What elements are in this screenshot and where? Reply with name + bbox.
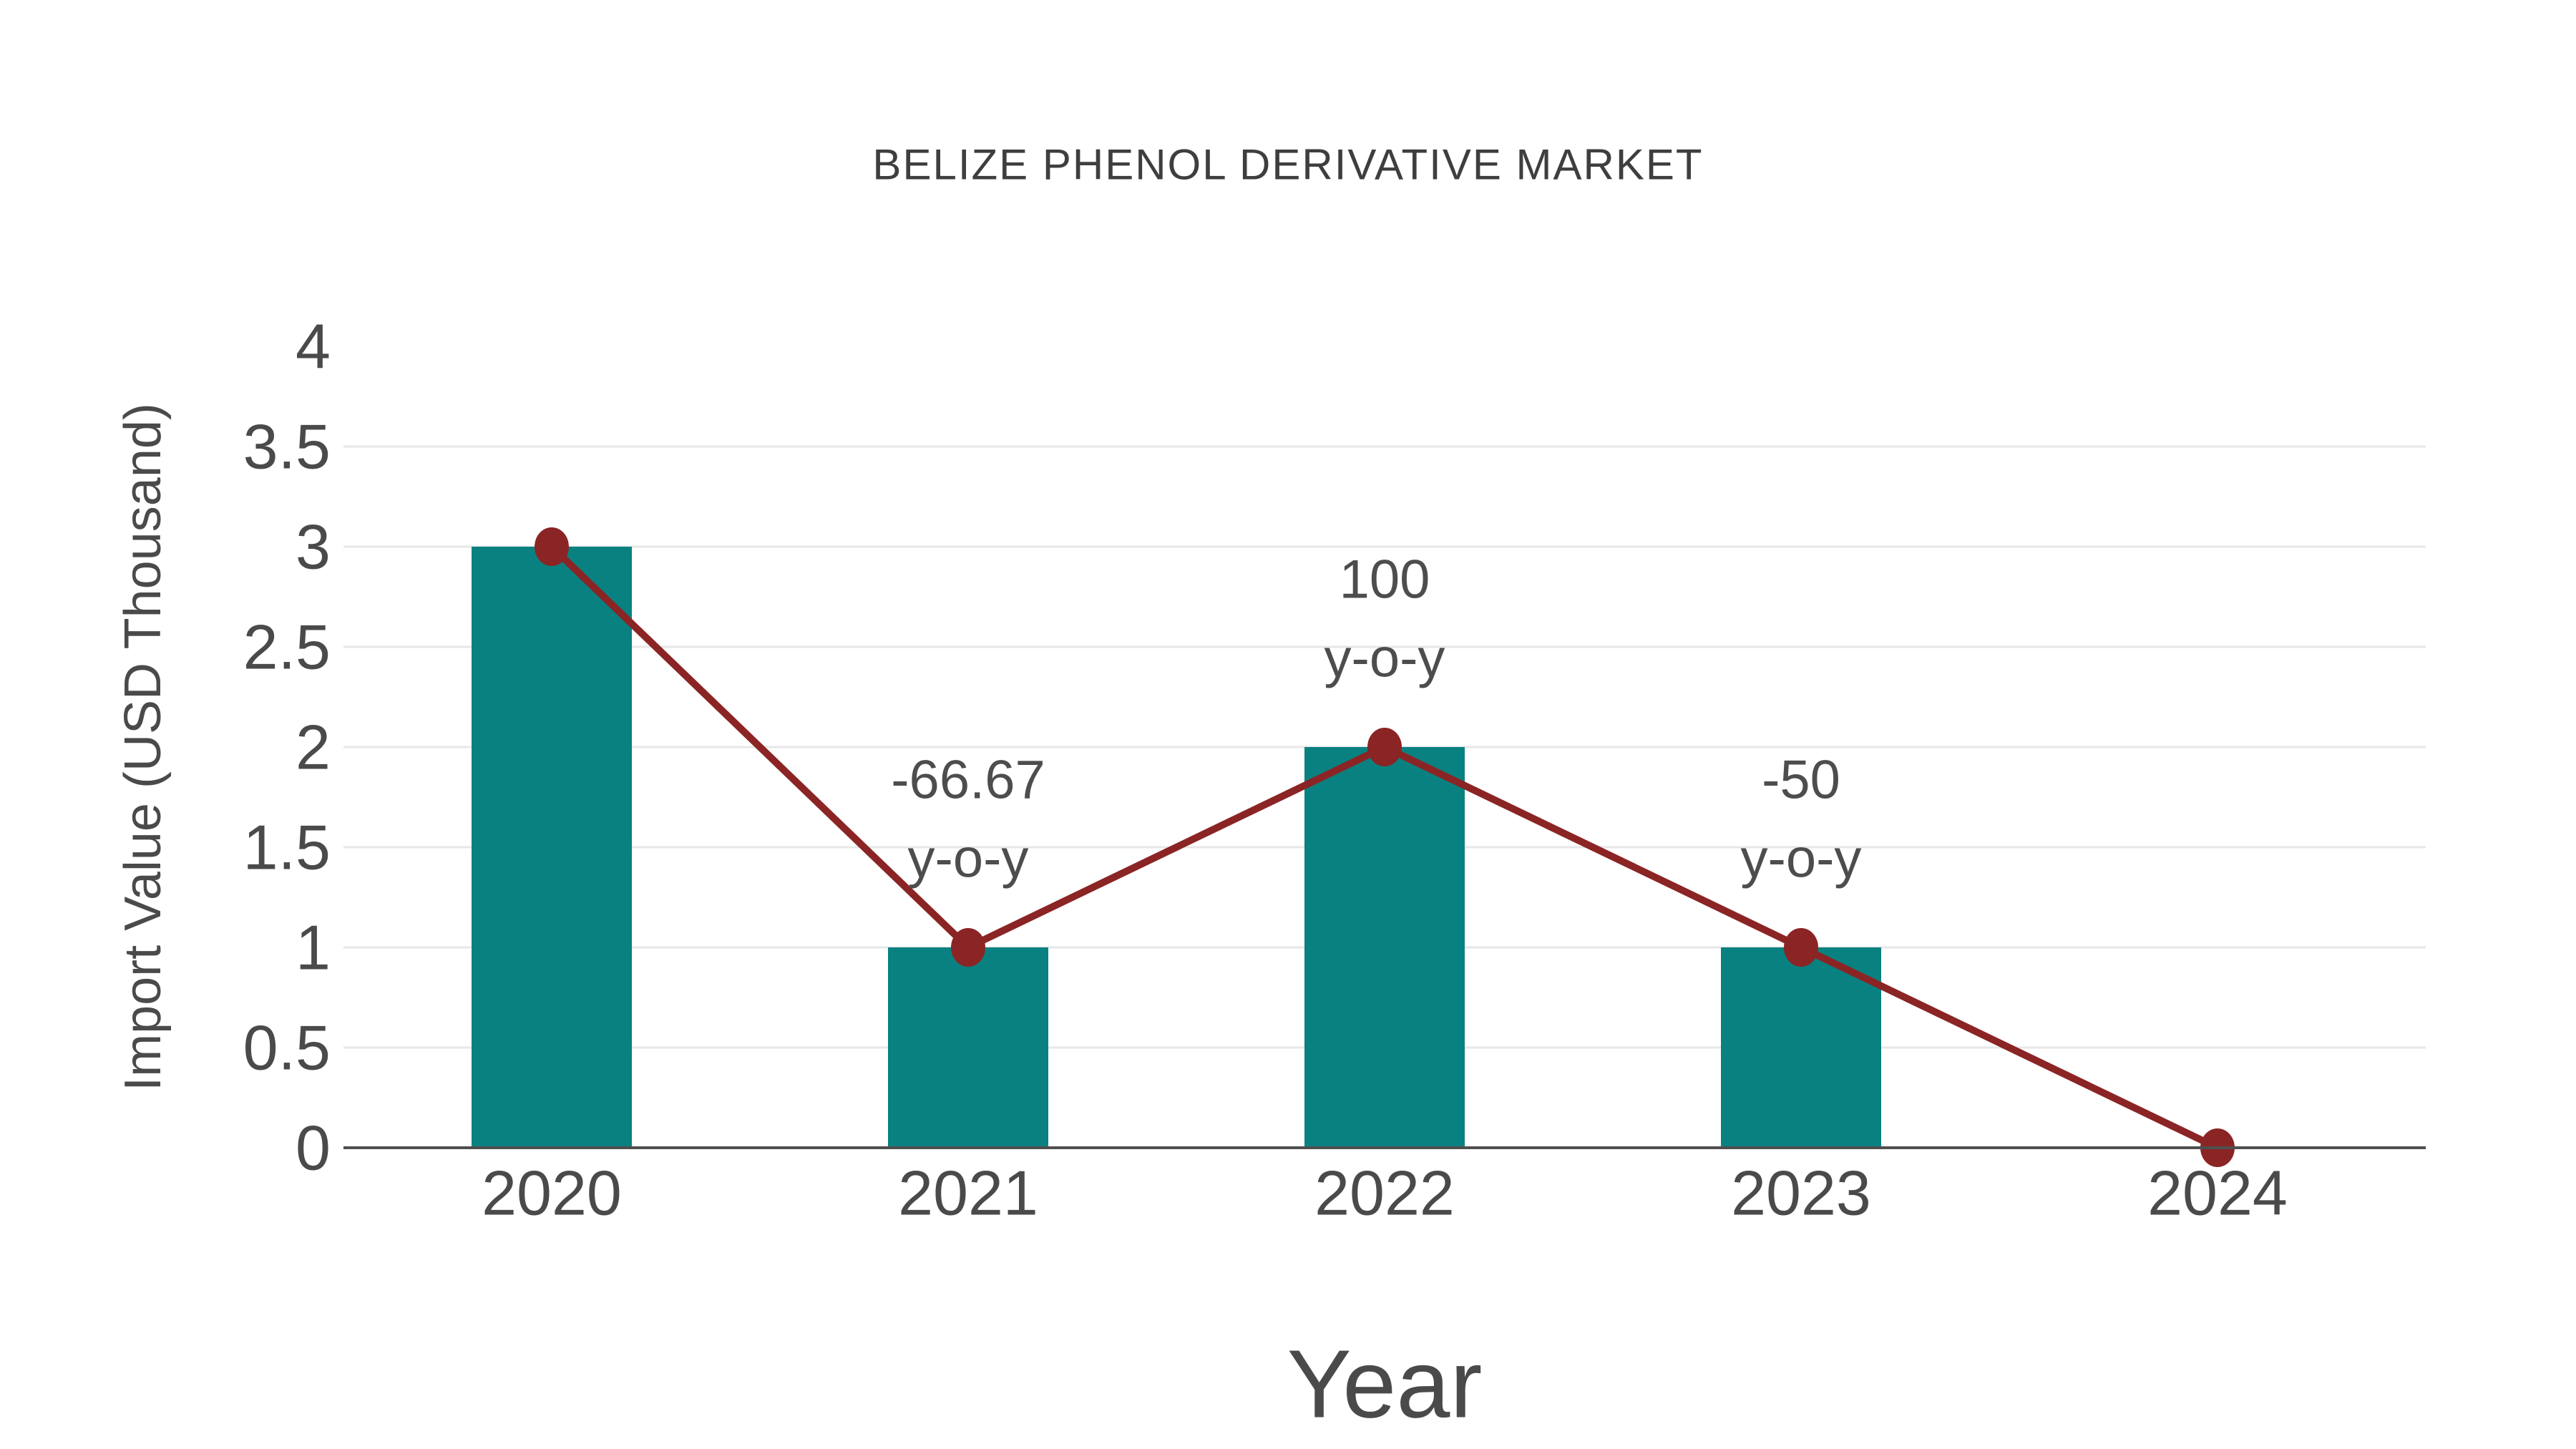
x-tick-label-2022: 2022: [1314, 1158, 1455, 1229]
bar-series: [472, 547, 1881, 1148]
x-tick-label-2020: 2020: [482, 1158, 622, 1229]
x-axis-tick-labels: 2020 2021 2022 2023 2024: [482, 1158, 2288, 1229]
y-tick-label: 2.5: [243, 612, 331, 683]
annotation-yoy-2023: y-o-y: [1741, 829, 1862, 889]
x-tick-label-2023: 2023: [1731, 1158, 1871, 1229]
line-marker-2023: [1784, 928, 1818, 967]
bar-2020: [472, 547, 632, 1148]
annotation-yoy-2022: y-o-y: [1324, 628, 1445, 689]
bar-2023: [1721, 947, 1881, 1148]
annotation-value-2021: -66.67: [891, 750, 1045, 811]
annotation-yoy-2021: y-o-y: [908, 829, 1029, 889]
y-tick-label: 2: [296, 712, 331, 783]
x-axis-title: Year: [1287, 1330, 1483, 1438]
x-tick-label-2024: 2024: [2147, 1158, 2288, 1229]
y-tick-label: 1.5: [243, 812, 331, 883]
chart-title: BELIZE PHENOL DERIVATIVE MARKET: [872, 141, 1703, 189]
y-tick-label: 0.5: [243, 1013, 331, 1083]
bar-2021: [888, 947, 1048, 1148]
line-marker-2022: [1367, 728, 1402, 766]
line-marker-2021: [951, 928, 985, 967]
y-tick-label: 3: [296, 512, 331, 582]
bar-2022: [1304, 747, 1465, 1148]
annotation-value-2023: -50: [1762, 750, 1840, 811]
annotation-value-2022: 100: [1340, 550, 1430, 610]
y-axis-tick-labels: 0 0.5 1 1.5 2 2.5 3 3.5 4: [243, 311, 331, 1184]
y-tick-label: 0: [296, 1113, 331, 1184]
y-tick-label: 1: [296, 912, 331, 983]
x-tick-label-2021: 2021: [898, 1158, 1038, 1229]
y-tick-label: 4: [296, 311, 331, 382]
y-axis-title: Import Value (USD Thousand): [114, 403, 172, 1091]
y-tick-label: 3.5: [243, 411, 331, 482]
line-marker-2020: [535, 527, 569, 566]
annotations: -66.67 y-o-y 100 y-o-y -50 y-o-y: [891, 550, 1861, 889]
